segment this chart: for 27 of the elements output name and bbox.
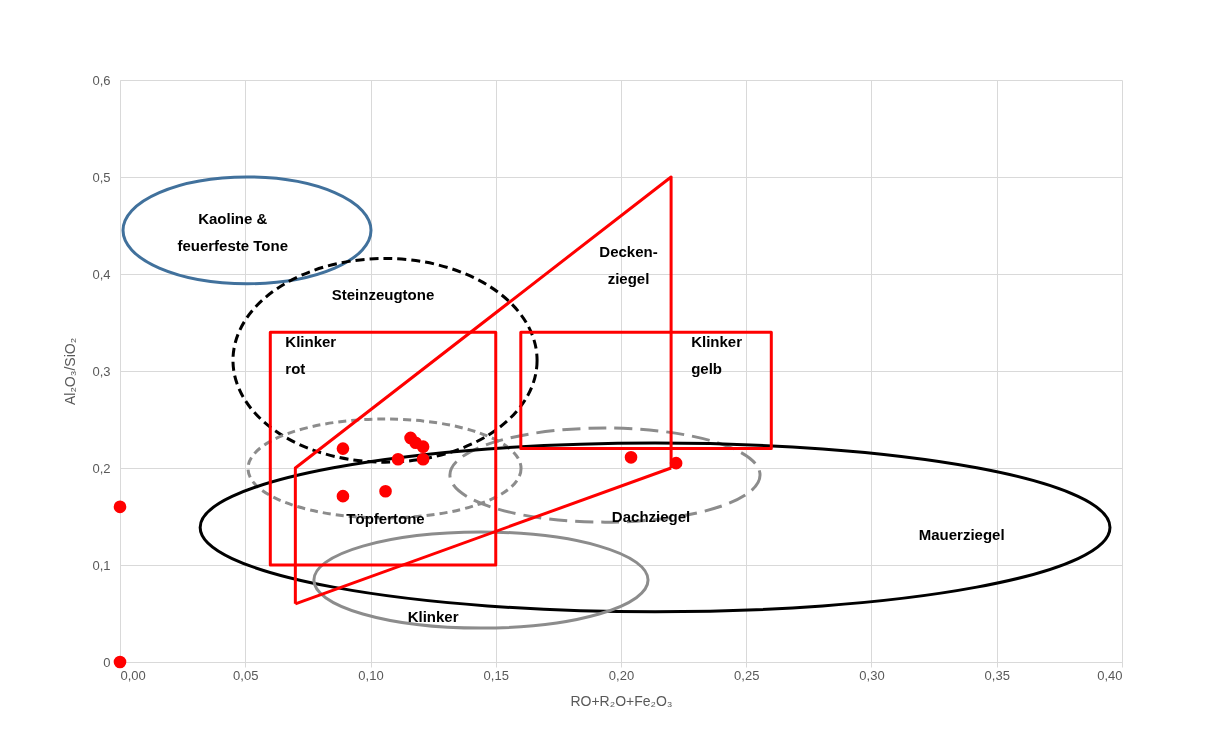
y-axis-title: Al₂O₃/SiO₂ [62,337,79,406]
y-tick-label: 0,1 [92,557,111,573]
annotation: Klinker [407,608,459,626]
annotation: Töpfertone [346,510,425,528]
annotation: Dachziegel [611,507,691,525]
x-tick-label: 0,05 [233,667,259,683]
x-tick-label: 0,15 [483,667,509,683]
annotation: Klinker rot [285,332,337,377]
annotation: Mauerziegel [918,525,1005,543]
x-tick-label: 0,20 [608,667,635,683]
x-axis-title: RO+R₂O+Fe₂O₃ [570,692,673,709]
x-tick-label: 0,40 [1097,667,1123,683]
annotation: Klinker gelb [691,332,743,377]
x-tick-label: 0,00 [120,667,146,683]
y-tick-label: 0,2 [92,460,111,476]
y-tick-label: 0,3 [92,363,111,379]
annotation: Kaoline & feuerfeste Tone [177,209,289,254]
annotation: Steinzeugtone [331,286,435,304]
y-tick-label: 0,6 [92,72,111,88]
y-tick-label: 0 [103,654,111,670]
y-tick-label: 0,4 [92,266,111,282]
annotation: Decken- ziegel [599,242,658,287]
y-tick-label: 0,5 [92,169,111,185]
x-tick-label: 0,10 [358,667,384,683]
x-tick-label: 0,30 [859,667,885,683]
x-tick-label: 0,25 [734,667,760,683]
x-tick-label: 0,35 [984,667,1010,683]
